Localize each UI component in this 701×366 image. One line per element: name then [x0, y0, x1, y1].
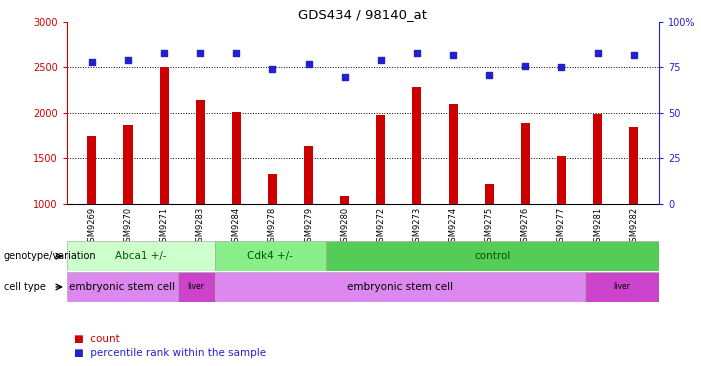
Text: liver: liver	[613, 283, 630, 291]
Text: GSM9270: GSM9270	[123, 206, 132, 247]
Text: embryonic stem cell: embryonic stem cell	[69, 282, 175, 292]
Point	[519, 63, 531, 68]
Bar	[67, 241, 215, 271]
Bar	[585, 272, 659, 302]
Text: ■  percentile rank within the sample: ■ percentile rank within the sample	[74, 348, 266, 358]
Point	[447, 52, 458, 57]
Point	[592, 50, 603, 56]
Bar	[123, 125, 132, 204]
Point	[231, 50, 242, 56]
Bar	[521, 123, 530, 204]
Text: GSM9271: GSM9271	[160, 206, 169, 247]
Text: ■  count: ■ count	[74, 333, 119, 344]
Text: GSM9277: GSM9277	[557, 206, 566, 247]
Text: cell type: cell type	[4, 282, 46, 292]
Point	[375, 57, 386, 63]
Point	[195, 50, 206, 56]
Text: GSM9274: GSM9274	[449, 206, 458, 247]
Text: genotype/variation: genotype/variation	[4, 251, 96, 261]
Bar	[177, 272, 215, 302]
Point	[556, 64, 567, 70]
Text: GSM9273: GSM9273	[412, 206, 421, 247]
Bar	[268, 174, 277, 204]
Bar	[484, 184, 494, 204]
Bar	[376, 115, 386, 204]
Bar	[232, 112, 241, 204]
Bar	[449, 104, 458, 204]
Bar	[412, 87, 421, 204]
Text: GSM9284: GSM9284	[232, 206, 241, 247]
Text: GSM9272: GSM9272	[376, 206, 386, 247]
Title: GDS434 / 98140_at: GDS434 / 98140_at	[298, 8, 428, 21]
Bar	[88, 136, 97, 204]
Point	[267, 66, 278, 72]
Point	[484, 72, 495, 78]
Bar	[215, 272, 585, 302]
Text: GSM9278: GSM9278	[268, 206, 277, 247]
Text: GSM9276: GSM9276	[521, 206, 530, 247]
Bar	[67, 272, 177, 302]
Text: GSM9280: GSM9280	[340, 206, 349, 247]
Text: GSM9283: GSM9283	[196, 206, 205, 247]
Bar	[557, 156, 566, 204]
Bar	[326, 241, 659, 271]
Point	[303, 61, 314, 67]
Bar	[340, 196, 349, 204]
Bar	[593, 114, 602, 204]
Bar	[196, 100, 205, 204]
Text: GSM9279: GSM9279	[304, 206, 313, 247]
Point	[123, 57, 134, 63]
Bar	[304, 146, 313, 204]
Point	[158, 50, 170, 56]
Point	[628, 52, 639, 57]
Bar	[215, 241, 326, 271]
Text: liver: liver	[188, 283, 205, 291]
Text: GSM9281: GSM9281	[593, 206, 602, 247]
Point	[86, 59, 97, 65]
Point	[339, 74, 350, 79]
Point	[411, 50, 423, 56]
Bar	[160, 67, 169, 204]
Text: embryonic stem cell: embryonic stem cell	[347, 282, 453, 292]
Text: Cdk4 +/-: Cdk4 +/-	[247, 251, 293, 261]
Bar	[629, 127, 638, 204]
Text: control: control	[474, 251, 510, 261]
Text: GSM9282: GSM9282	[629, 206, 638, 247]
Text: GSM9269: GSM9269	[88, 206, 96, 247]
Text: GSM9275: GSM9275	[484, 206, 494, 247]
Text: Abca1 +/-: Abca1 +/-	[115, 251, 166, 261]
